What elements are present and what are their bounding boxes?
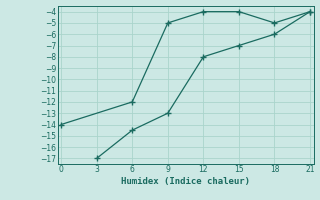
- X-axis label: Humidex (Indice chaleur): Humidex (Indice chaleur): [121, 177, 250, 186]
